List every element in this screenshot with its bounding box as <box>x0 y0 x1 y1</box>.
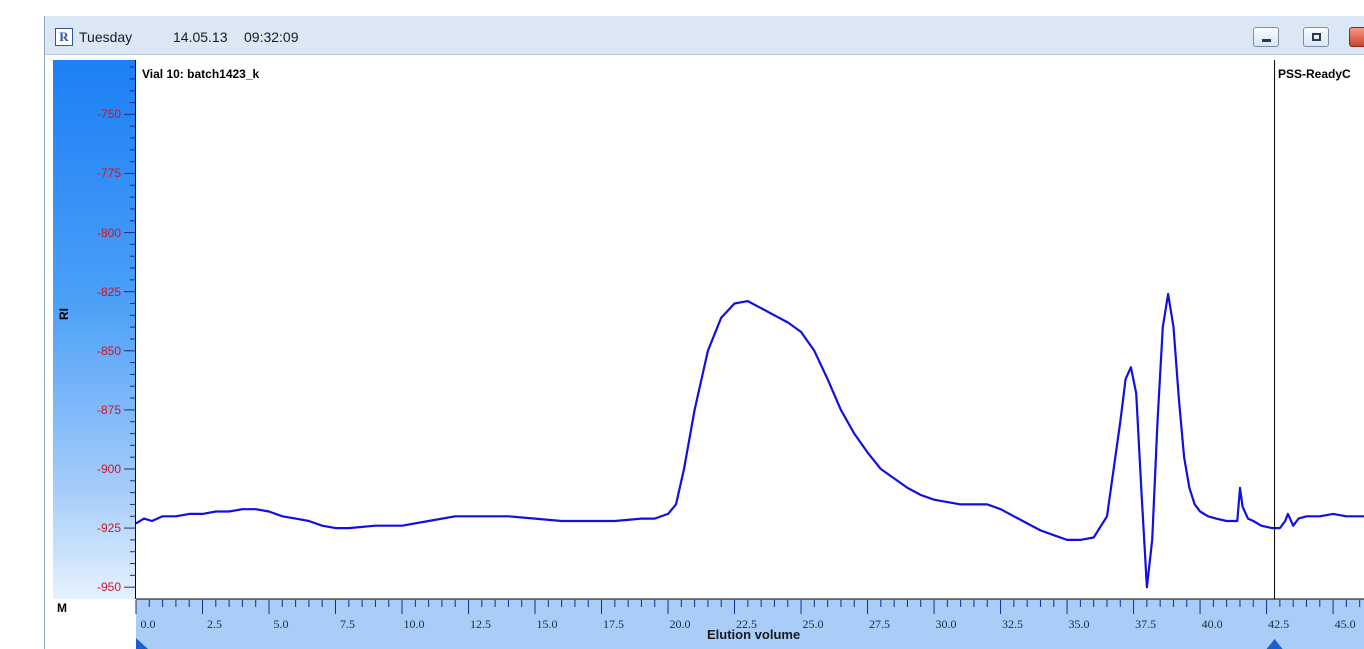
x-tick-label: 40.0 <box>1201 617 1223 631</box>
x-tick-label: 12.5 <box>470 617 492 631</box>
left-limit-handle <box>136 638 148 649</box>
minimize-button[interactable] <box>1253 27 1279 47</box>
x-tick-label: 0.0 <box>140 617 156 631</box>
window-title: Tuesday <box>79 29 133 45</box>
x-tick-label: 20.0 <box>669 617 691 631</box>
x-tick-label: 42.5 <box>1268 617 1290 631</box>
x-tick-label: 22.5 <box>736 617 758 631</box>
x-tick-label: 30.0 <box>935 617 957 631</box>
x-tick-label: 27.5 <box>869 617 891 631</box>
x-tick-label: 10.0 <box>403 617 425 631</box>
x-tick-label: 32.5 <box>1002 617 1024 631</box>
x-tick-label: 25.0 <box>802 617 824 631</box>
y-tick-label: -925 <box>96 521 121 536</box>
ri-trace-line <box>135 292 1364 589</box>
x-tick-label: 7.5 <box>340 617 355 631</box>
y-axis-band: RI -750 -775 -800 -825 -850 -875 -900 -925 -950 <box>53 60 135 599</box>
x-tick-label: 37.5 <box>1135 617 1157 631</box>
y-tick-label: -825 <box>96 284 121 299</box>
y-tick-label: -900 <box>96 461 121 476</box>
y-tick-label: -800 <box>96 225 121 240</box>
x-tick-label: 35.0 <box>1068 617 1090 631</box>
x-axis-band <box>136 599 1364 649</box>
chromatogram-chart <box>124 60 1364 649</box>
vial-label: Vial 10: batch1423_k <box>142 67 260 81</box>
close-button[interactable] <box>1349 27 1364 47</box>
minimize-icon <box>1262 39 1271 42</box>
title-time: 09:32:09 <box>244 29 299 45</box>
y-tick-label: -750 <box>96 107 121 122</box>
chromatogram-window: R Tuesday 14.05.13 09:32:09 RI -750 -775-… <box>44 16 1364 649</box>
x-tick-label: 5.0 <box>273 617 289 631</box>
x-tick-label: 45.0 <box>1334 617 1356 631</box>
y-tick-label: -875 <box>96 402 121 417</box>
restore-icon <box>1312 33 1321 41</box>
app-r-icon: R <box>55 28 73 46</box>
pss-readyc-label: PSS-ReadyC <box>1278 67 1351 81</box>
right-limit-handle <box>1266 639 1283 649</box>
y-tick-label: -775 <box>96 166 121 181</box>
x-tick-label: 2.5 <box>207 617 222 631</box>
x-axis-title: Elution volume <box>707 627 801 642</box>
y-tick-label: -850 <box>96 343 121 358</box>
restore-button[interactable] <box>1303 27 1329 47</box>
plot-area[interactable] <box>135 60 1364 599</box>
y-tick-label: -950 <box>96 580 121 595</box>
title-bar[interactable]: R Tuesday 14.05.13 09:32:09 <box>45 16 1364 55</box>
title-date: 14.05.13 <box>173 29 228 45</box>
x-tick-label: 17.5 <box>603 617 625 631</box>
m-label: M <box>57 601 67 615</box>
x-tick-label: 15.0 <box>536 617 558 631</box>
